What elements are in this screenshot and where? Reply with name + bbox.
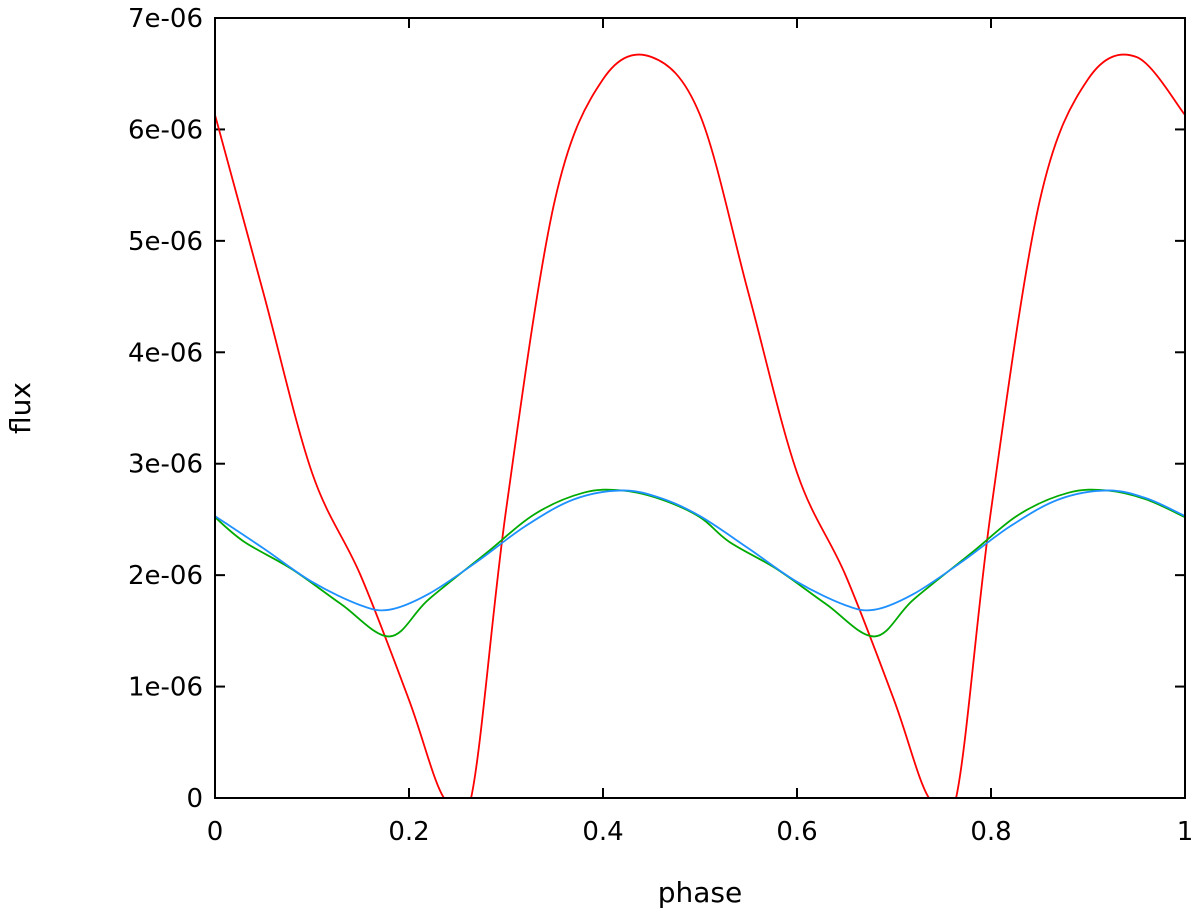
x-tick-label: 0.2: [388, 817, 429, 847]
plot-frame: [214, 17, 1186, 799]
data-series: [215, 53, 1185, 798]
y-tick-label: 1e-06: [128, 673, 203, 703]
y-tick-label: 6e-06: [128, 115, 203, 145]
series-line-2: [215, 488, 1185, 638]
x-tick-label: 0.4: [582, 817, 623, 847]
x-tick-label: 1: [1177, 817, 1194, 847]
axis-tick-labels: 0 0.2 0.4 0.6 0.8 1 0 1e-06 2e-06 3e-06 4e-06 5e-06…: [128, 4, 1193, 847]
x-tick-label: 0.8: [970, 817, 1011, 847]
series-line-3: [215, 489, 1185, 612]
y-tick-label: 3e-06: [128, 450, 203, 480]
y-tick-label: 4e-06: [128, 338, 203, 368]
y-tick-label: 2e-06: [128, 561, 203, 591]
x-tick-label: 0.6: [776, 817, 817, 847]
y-tick-label: 7e-06: [128, 4, 203, 34]
y-tick-label: 5e-06: [128, 227, 203, 257]
axis-ticks: [214, 17, 1186, 799]
series-line-1: [215, 53, 1185, 798]
x-tick-label: 0: [207, 817, 224, 847]
x-axis-title: phase: [658, 876, 743, 909]
y-axis-title: flux: [4, 382, 37, 434]
y-tick-label: 0: [186, 784, 203, 814]
